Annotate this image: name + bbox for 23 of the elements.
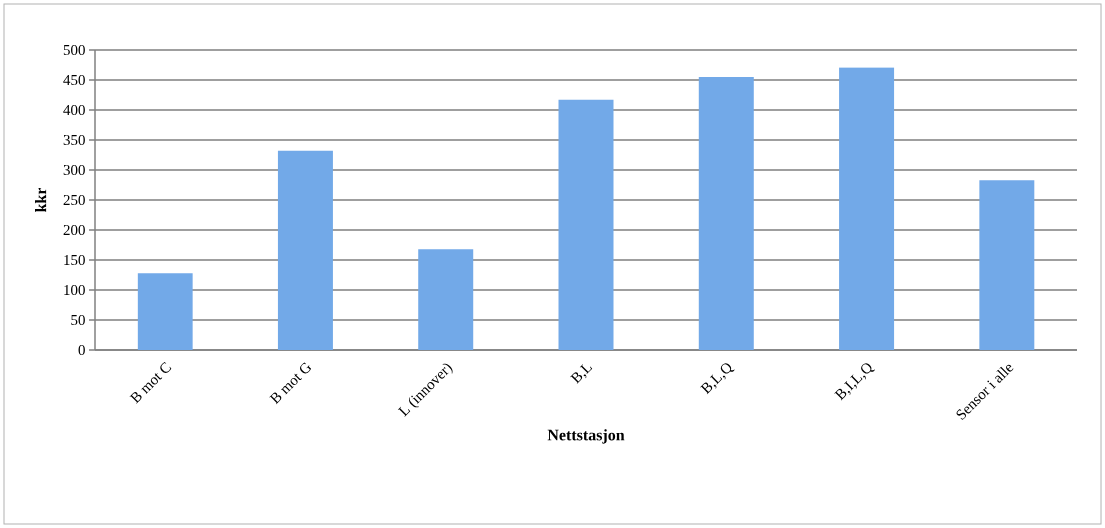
y-tick-label: 300 — [63, 164, 85, 176]
y-tick-label: 250 — [63, 194, 85, 206]
y-tick-label: 100 — [64, 284, 85, 296]
y-tick-label: 0 — [78, 344, 85, 356]
bar — [558, 99, 614, 350]
y-tick-label: 150 — [64, 254, 85, 266]
bar — [137, 273, 193, 350]
bar — [277, 150, 333, 350]
y-tick-label: 400 — [63, 104, 85, 116]
y-tick-label: 450 — [63, 74, 85, 86]
y-axis-title: kkr — [35, 187, 47, 213]
bar — [839, 67, 895, 350]
x-tick-label: B,L — [570, 364, 593, 384]
x-tick-label: B mot G — [269, 362, 312, 405]
bar — [418, 249, 474, 350]
y-tick-label: 500 — [63, 44, 85, 56]
x-axis-title: Nettstasjon — [547, 429, 625, 444]
y-tick-label: 350 — [63, 134, 85, 146]
y-tick-label: 200 — [63, 224, 85, 236]
bar — [698, 77, 754, 350]
bar — [979, 180, 1035, 350]
x-tick-label: B mot C — [129, 361, 172, 404]
y-tick-label: 50 — [71, 314, 85, 326]
